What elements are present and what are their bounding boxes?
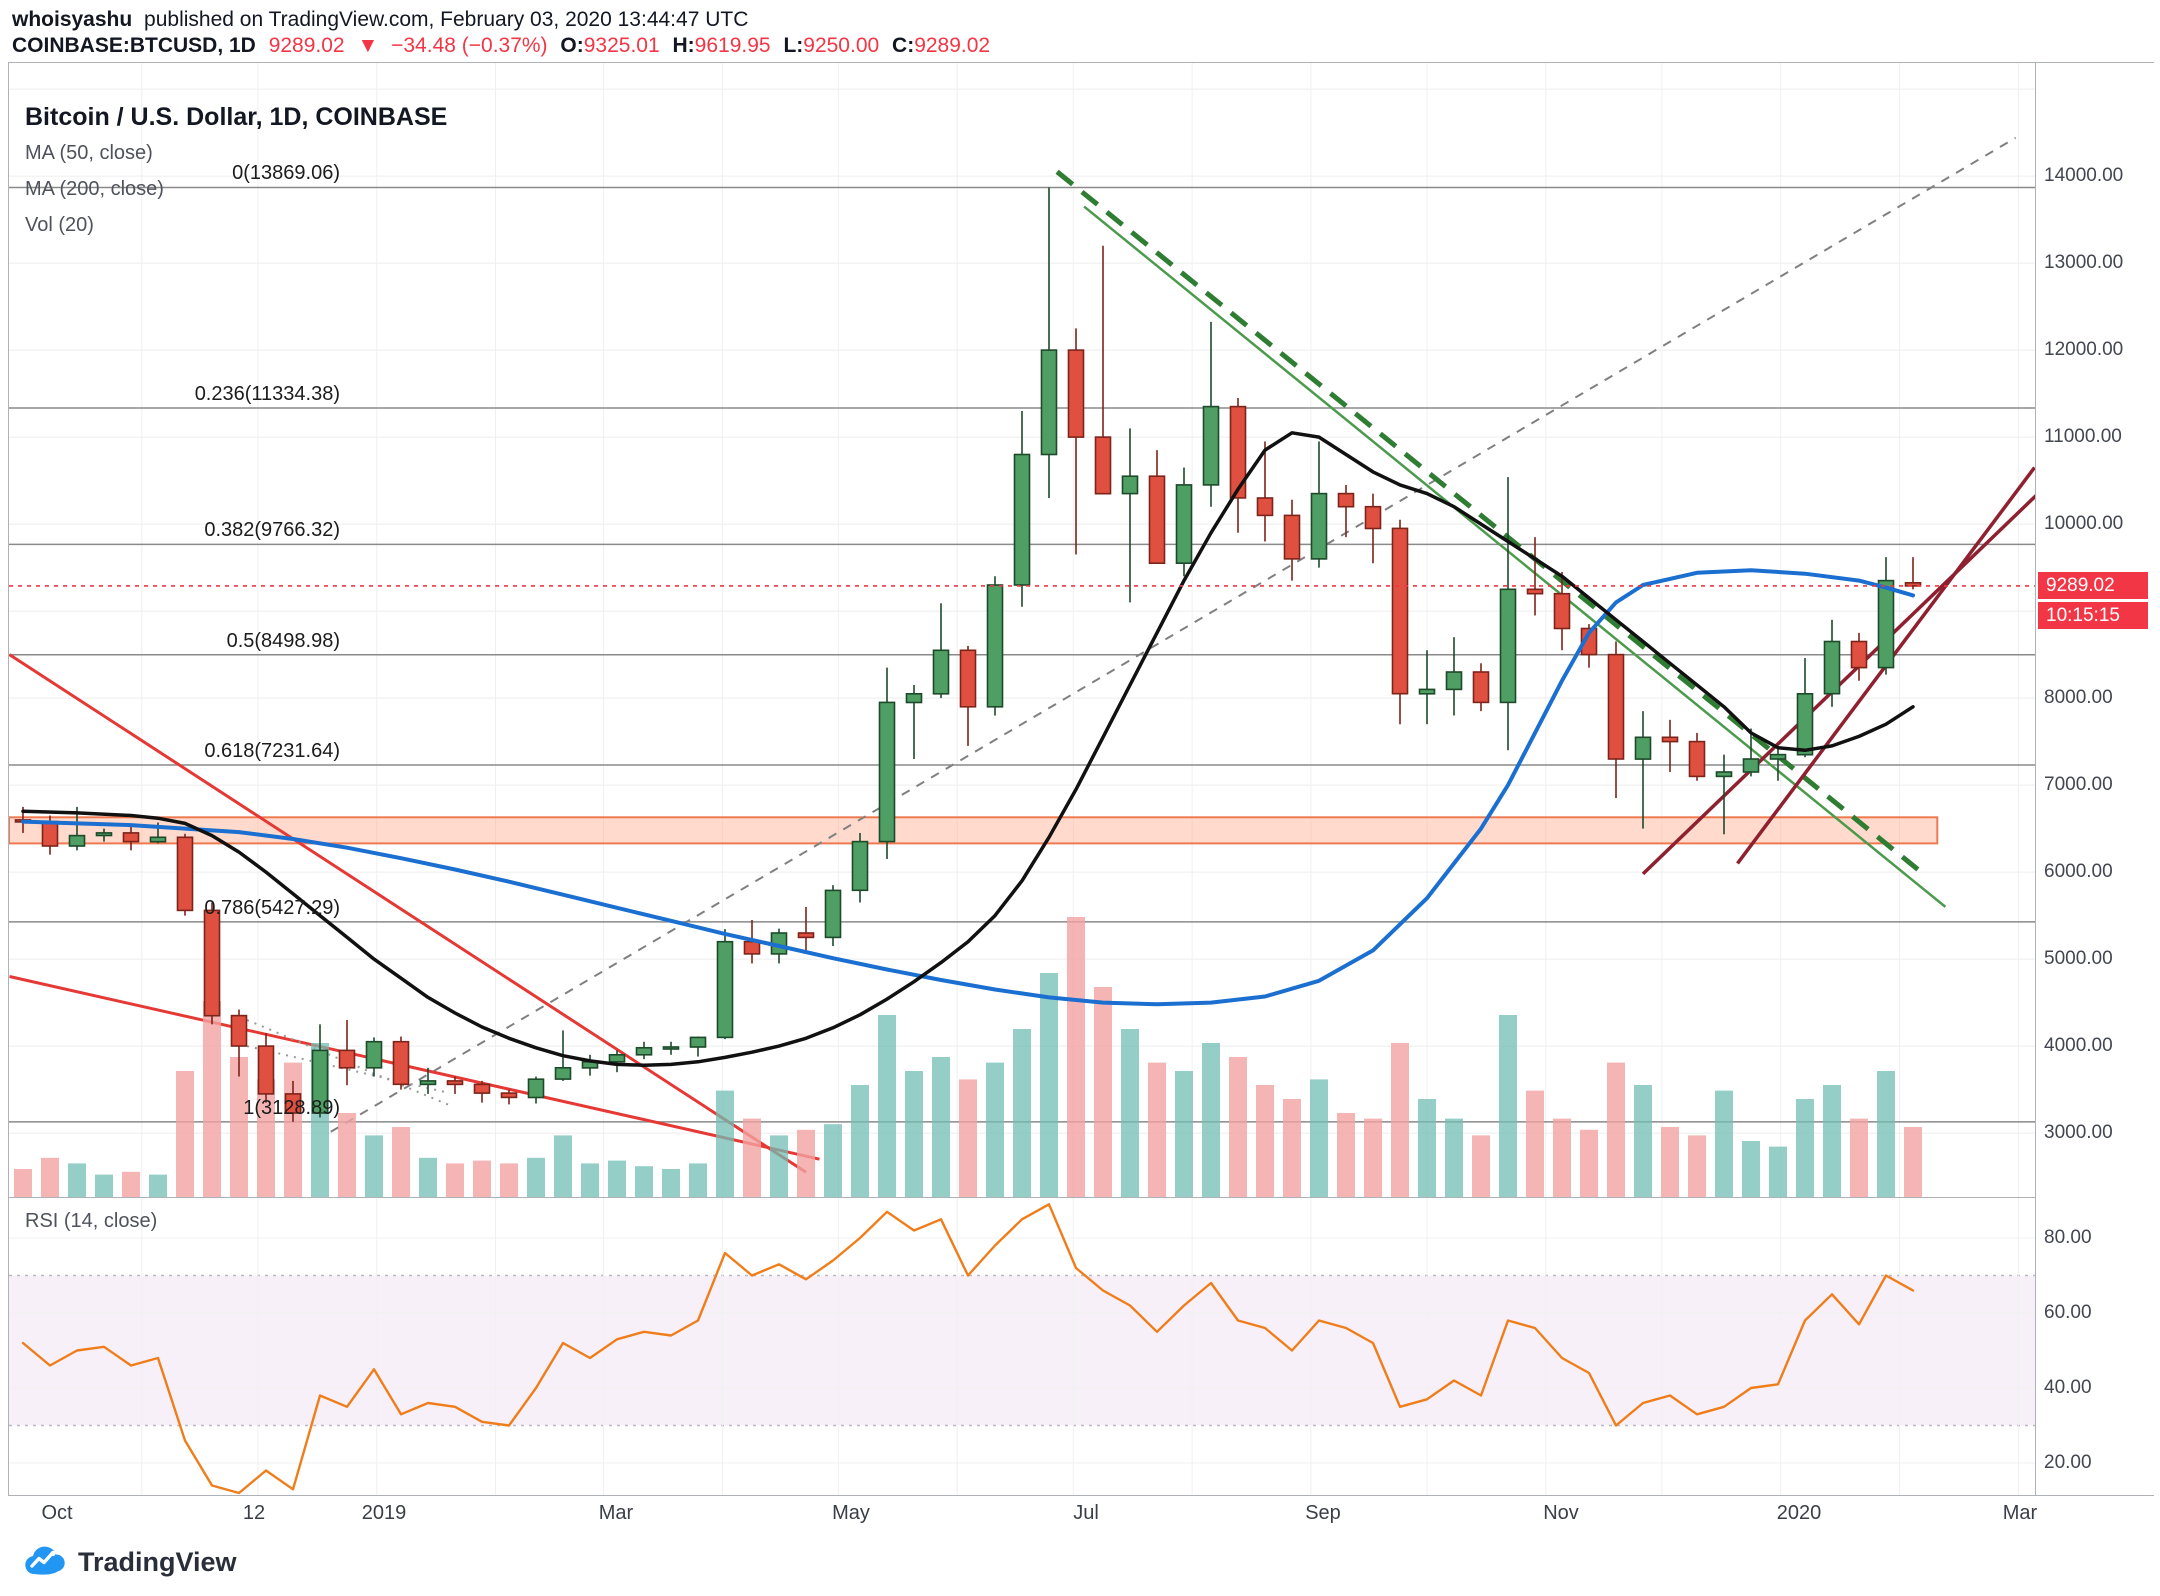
rsi-tick: 60.00 [2044,1302,2092,1323]
low-value: 9250.00 [803,34,880,57]
time-tick: Sep [1305,1502,1341,1524]
price-tick: 10000.00 [2044,513,2124,534]
publish-info: whoisyashu published on TradingView.com,… [12,8,748,32]
price-change: −34.48 (−0.37%) [391,34,548,57]
time-tick: Oct [41,1502,73,1524]
publish-text: published on TradingView.com, February 0… [144,8,749,31]
price-tick: 6000.00 [2044,861,2113,882]
rsi-tick: 20.00 [2044,1452,2092,1473]
price-tick: 13000.00 [2044,252,2124,273]
time-tick: May [832,1502,870,1524]
rsi-legend[interactable]: RSI (14, close) [25,1210,158,1232]
price-tick: 4000.00 [2044,1035,2113,1056]
price-scale[interactable]: 9289.02 10:15:15 14000.00 13000.00 12000.0… [2035,63,2154,1495]
price-tick: 3000.00 [2044,1122,2113,1143]
time-scale[interactable]: Oct 12 2019 Mar May Jul Sep Nov 2020 Mar [8,1498,2152,1532]
time-tick: Nov [1543,1502,1579,1524]
high-value: 9619.95 [694,34,771,57]
tradingview-cloud-icon [25,1546,65,1575]
price-tick: 7000.00 [2044,774,2113,795]
price-tick: 14000.00 [2044,165,2124,186]
time-tick: 2020 [1776,1502,1822,1524]
symbol-label: COINBASE:BTCUSD, 1D [12,34,256,57]
price-tick: 5000.00 [2044,948,2113,969]
price-down-arrow-icon: ▼ [357,34,379,57]
low-label: L: [783,34,804,57]
last-price: 9289.02 [268,34,345,57]
open-value: 9325.01 [583,34,660,57]
current-price-badge: 9289.02 [2038,572,2148,599]
price-tick: 12000.00 [2044,339,2124,360]
publisher-name: whoisyashu [12,8,133,31]
time-tick: Jul [1073,1502,1099,1524]
time-tick: Mar [598,1502,634,1524]
main-price-pane[interactable] [9,63,2035,1197]
close-label: C: [892,34,915,57]
price-tick: 8000.00 [2044,687,2113,708]
time-tick: 2019 [361,1502,407,1524]
symbol-ohlc-bar: COINBASE:BTCUSD, 1D 9289.02 ▼ −34.48 (−0… [12,34,997,58]
time-tick: 12 [242,1502,266,1524]
chart-area[interactable]: 0(13869.06) 0.236(11334.38) 0.382(9766.32)… [8,62,2154,1496]
tradingview-logo-text: TradingView [78,1546,237,1577]
rsi-tick: 40.00 [2044,1377,2092,1398]
rsi-pane[interactable] [9,1198,2035,1495]
high-label: H: [672,34,695,57]
price-tick: 11000.00 [2044,426,2122,447]
pane-separator[interactable] [9,1197,2153,1198]
bar-countdown-badge: 10:15:15 [2038,602,2148,629]
open-label: O: [560,34,584,57]
tradingview-logo[interactable]: TradingView [22,1544,237,1580]
time-tick: Mar [2002,1502,2038,1524]
close-value: 9289.02 [914,34,991,57]
rsi-tick: 80.00 [2044,1227,2092,1248]
